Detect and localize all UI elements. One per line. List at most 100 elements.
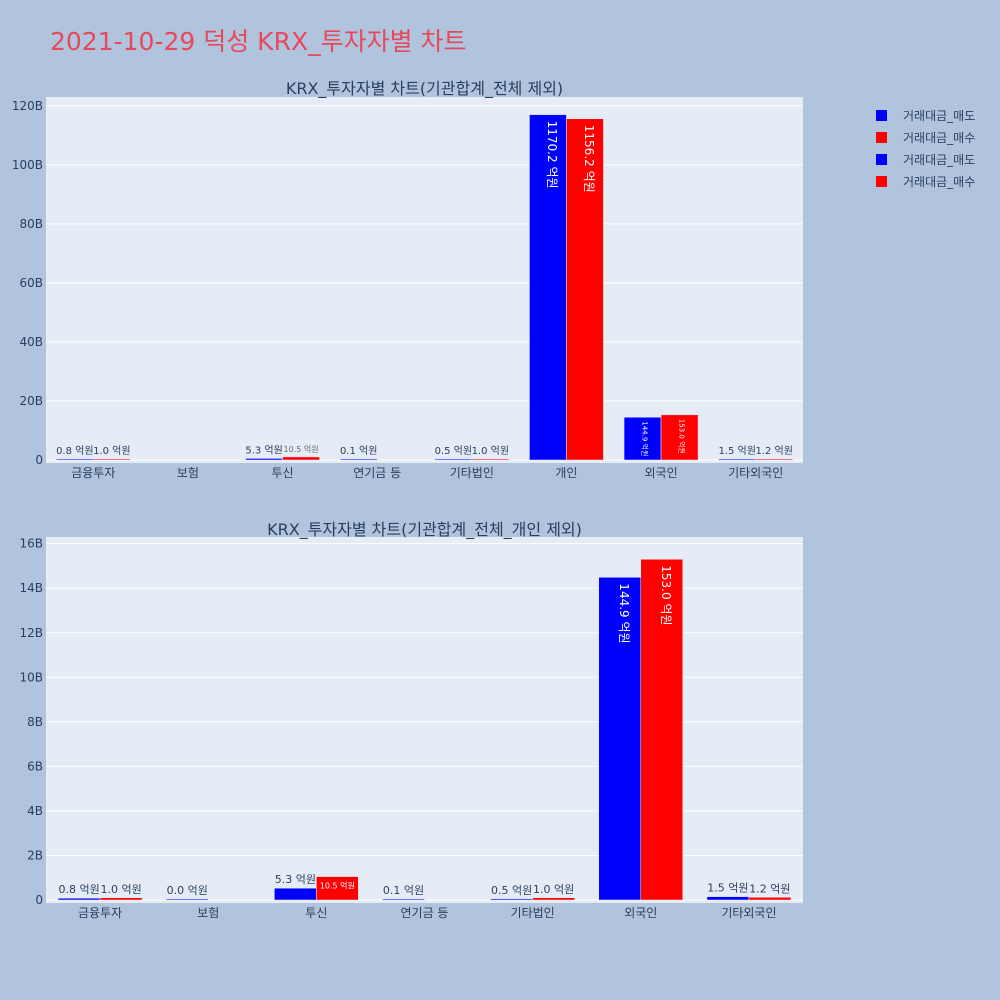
data-label: 1.2 억원 bbox=[749, 882, 790, 895]
data-label: 5.3 억원 bbox=[275, 873, 316, 886]
data-label: 0.5 억원 bbox=[435, 445, 472, 457]
data-label: 1.5 억원 bbox=[718, 445, 755, 457]
data-label: 0.5 억원 bbox=[491, 884, 532, 897]
data-label: 1.0 억원 bbox=[533, 883, 574, 896]
data-label: 1.5 억원 bbox=[707, 882, 748, 895]
bar-buy bbox=[660, 414, 699, 461]
bar-sell bbox=[529, 114, 567, 461]
y-tick-label: 120B bbox=[12, 99, 43, 113]
x-tick-label: 보험 bbox=[177, 466, 199, 480]
y-tick-label: 0 bbox=[35, 893, 43, 907]
bar-sell bbox=[274, 887, 317, 901]
y-tick-label: 8B bbox=[27, 715, 43, 729]
chart-title: KRX_투자자별 차트(기관합계_전체 제외) bbox=[286, 79, 563, 99]
chart-1: 0 20B 40B 60B 80B 100B 120B KRX_투자자별 차트(기관합계_전체… bbox=[12, 79, 803, 480]
data-label: 5.3 억원 bbox=[245, 444, 282, 456]
x-tick-label: 연기금 등 bbox=[401, 906, 449, 920]
bar-buy bbox=[282, 456, 320, 461]
legend-item-sell[interactable]: 거래대금_매도 bbox=[876, 148, 975, 170]
legend-label: 거래대금_매도 bbox=[903, 108, 976, 123]
y-tick-label: 2B bbox=[27, 848, 43, 862]
page-title: 2021-10-29 덕성 KRX_투자자별 차트 bbox=[50, 27, 467, 56]
y-tick-label: 80B bbox=[19, 217, 43, 231]
bar-sell bbox=[339, 458, 378, 461]
bar-buy bbox=[566, 118, 604, 461]
bar-sell bbox=[706, 896, 750, 901]
legend-swatch bbox=[876, 131, 887, 143]
x-tick-label: 보험 bbox=[197, 906, 219, 920]
x-tick-label: 기타외국인 bbox=[721, 906, 776, 920]
bar-buy bbox=[471, 458, 510, 461]
data-label: 144.9 억원 bbox=[617, 583, 631, 643]
bar-sell bbox=[718, 458, 756, 461]
bar-sell bbox=[165, 898, 209, 901]
bar-buy bbox=[640, 559, 684, 901]
bar-sell bbox=[382, 898, 425, 901]
legend-label: 거래대금_매도 bbox=[903, 152, 976, 167]
y-tick-label: 6B bbox=[27, 759, 43, 773]
bar-sell bbox=[245, 458, 283, 461]
y-tick-label: 10B bbox=[19, 670, 43, 684]
y-tick-label: 14B bbox=[19, 581, 43, 595]
y-tick-label: 20B bbox=[19, 394, 43, 408]
chart-2: 0 2B 4B 6B 8B 10B 12B 14B 16B KRX_투자자별 차트(기관합계_전체… bbox=[19, 520, 803, 920]
legend-swatch bbox=[876, 153, 887, 165]
data-label: 1170.2 억원 bbox=[545, 121, 559, 189]
x-tick-label: 투신 bbox=[305, 906, 327, 920]
bar-buy bbox=[755, 458, 793, 461]
data-label: 0.1 억원 bbox=[340, 445, 377, 457]
data-label: 153.0 억원 bbox=[678, 419, 687, 454]
legend-item-sell[interactable]: 거래대금_매도 bbox=[876, 104, 975, 126]
bar-sell bbox=[57, 897, 101, 901]
legend-label: 거래대금_매수 bbox=[903, 174, 976, 189]
legend-swatch bbox=[876, 109, 887, 121]
x-tick-label: 금융투자 bbox=[71, 466, 115, 480]
plot-area bbox=[46, 537, 803, 903]
chart-title: KRX_투자자별 차트(기관합계_전체_개인 제외) bbox=[267, 520, 582, 540]
data-label: 10.5 억원 bbox=[320, 881, 355, 891]
legend-swatch bbox=[876, 175, 887, 187]
data-label: 0.1 억원 bbox=[383, 884, 424, 897]
y-tick-label: 0 bbox=[35, 453, 43, 467]
bar-sell bbox=[623, 416, 662, 461]
bar-sell bbox=[490, 898, 533, 901]
data-label: 1.0 억원 bbox=[100, 883, 141, 896]
x-tick-label: 개인 bbox=[555, 466, 577, 480]
x-tick-label: 연기금 등 bbox=[353, 466, 401, 480]
data-label: 0.8 억원 bbox=[56, 445, 93, 457]
bar-buy bbox=[532, 897, 575, 901]
data-label: 0.0 억원 bbox=[167, 884, 208, 897]
x-tick-label: 기타외국인 bbox=[728, 466, 783, 480]
legend-label: 거래대금_매수 bbox=[903, 130, 976, 145]
bar-buy bbox=[748, 897, 792, 901]
y-tick-label: 16B bbox=[19, 537, 43, 551]
y-tick-label: 4B bbox=[27, 804, 43, 818]
y-tick-label: 12B bbox=[19, 626, 43, 640]
y-tick-label: 100B bbox=[12, 158, 43, 172]
data-label: 1156.2 억원 bbox=[582, 125, 596, 193]
legend-item-buy[interactable]: 거래대금_매수 bbox=[876, 126, 975, 148]
data-label: 1.2 억원 bbox=[755, 445, 792, 457]
bar-buy bbox=[93, 458, 131, 461]
data-label: 1.0 억원 bbox=[472, 445, 509, 457]
legend-item-buy[interactable]: 거래대금_매수 bbox=[876, 170, 975, 192]
bar-sell bbox=[434, 458, 473, 461]
data-label: 0.8 억원 bbox=[58, 883, 99, 896]
plot-area bbox=[46, 97, 803, 463]
x-tick-label: 외국인 bbox=[645, 466, 678, 480]
data-label: 153.0 억원 bbox=[659, 565, 673, 625]
bar-sell bbox=[598, 577, 642, 901]
x-tick-label: 금융투자 bbox=[78, 906, 122, 920]
data-label: 144.9 억원 bbox=[641, 421, 650, 456]
bar-sell bbox=[56, 458, 94, 461]
y-tick-label: 40B bbox=[19, 335, 43, 349]
legend[interactable]: 거래대금_매도 거래대금_매수 거래대금_매도 거래대금_매수 bbox=[876, 104, 975, 192]
y-tick-label: 60B bbox=[19, 276, 43, 290]
data-label: 1.0 억원 bbox=[93, 445, 130, 457]
x-tick-label: 외국인 bbox=[624, 906, 657, 920]
data-label: 10.5 억원 bbox=[284, 444, 319, 454]
x-tick-label: 기타법인 bbox=[511, 906, 555, 920]
bar-buy bbox=[316, 876, 359, 901]
x-tick-label: 투신 bbox=[272, 466, 294, 480]
